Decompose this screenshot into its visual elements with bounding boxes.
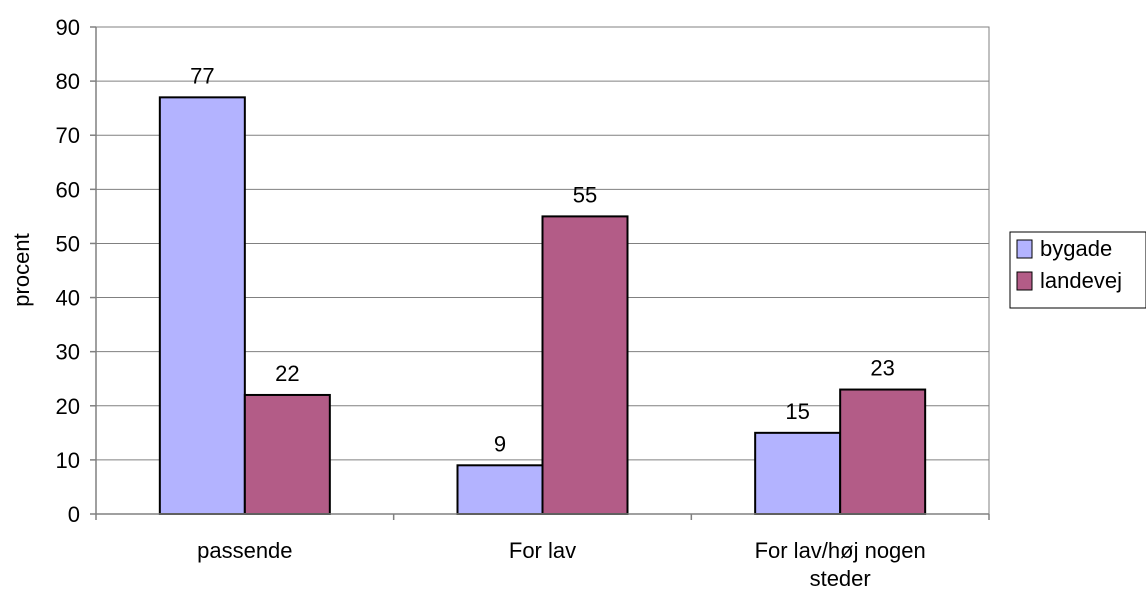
bar-bygade [158,96,246,515]
legend-swatch-bygade [1016,239,1033,259]
y-tick-label: 10 [56,448,80,473]
data-labels: 77 22 9 55 15 23 [190,63,895,456]
legend-label-landevej: landevej [1040,268,1122,293]
y-axis-ticks: 0 10 20 30 40 50 60 70 80 90 [56,15,96,527]
bar-landevej [839,388,927,515]
y-tick-label: 70 [56,123,80,148]
y-axis-title: procent [9,233,34,306]
bar-landevej [243,393,331,516]
x-axis: passende For lav For lav/høj nogen steder [95,27,990,591]
bar-bygade [754,431,842,516]
x-category-label: For lav/høj nogen [755,538,926,563]
legend-box [1009,231,1146,309]
data-label: 9 [494,431,506,456]
data-label: 22 [275,361,299,386]
legend: bygade landevej [1009,231,1146,309]
y-tick-label: 90 [56,15,80,40]
y-tick-label: 80 [56,69,80,94]
data-label: 77 [190,63,214,88]
y-tick-label: 0 [68,502,80,527]
x-category-label: For lav [509,538,576,563]
x-category-label: passende [197,538,292,563]
y-tick-label: 60 [56,177,80,202]
bar-bygade [456,464,544,515]
y-tick-label: 40 [56,286,80,311]
y-tick-label: 20 [56,394,80,419]
data-label: 55 [573,182,597,207]
data-label: 23 [870,356,894,381]
legend-label-bygade: bygade [1040,236,1112,261]
bars [158,96,927,516]
y-tick-label: 50 [56,231,80,256]
bar-landevej [541,215,629,515]
x-category-label: steder [810,566,871,591]
legend-swatch-landevej [1016,271,1033,291]
y-tick-label: 30 [56,340,80,365]
data-label: 15 [785,399,809,424]
